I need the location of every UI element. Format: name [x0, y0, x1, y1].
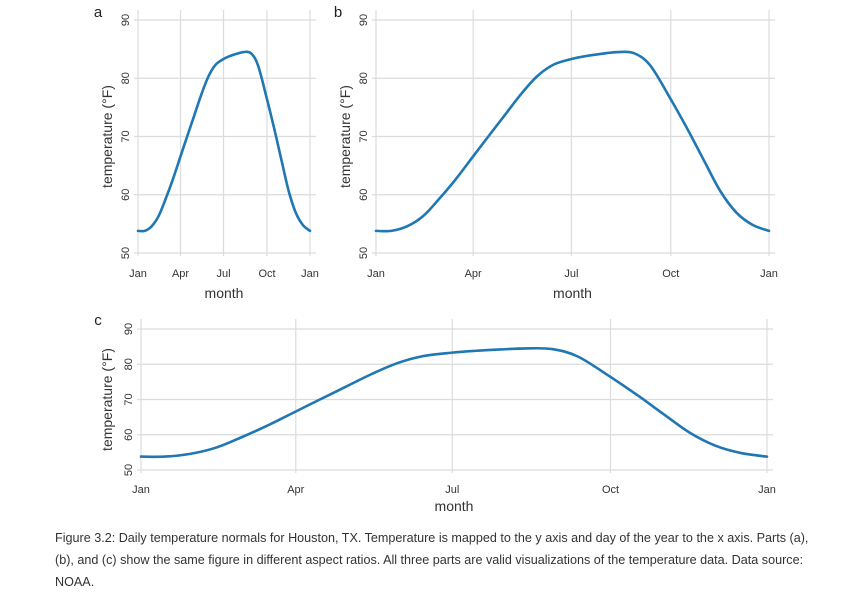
y-tick-label: 80 — [123, 358, 135, 370]
x-tick-label: Jan — [129, 268, 147, 280]
x-tick-label: Jul — [216, 268, 230, 280]
y-tick-label: 90 — [123, 323, 135, 335]
x-tick-label: Apr — [465, 268, 482, 280]
x-tick-label: Apr — [287, 484, 304, 496]
x-tick-label: Jan — [758, 484, 776, 496]
y-tick-label: 90 — [358, 14, 370, 26]
y-axis-title: temperature (°F) — [99, 85, 115, 188]
y-tick-label: 50 — [123, 464, 135, 476]
temperature-line — [139, 346, 769, 459]
y-tick-label: 50 — [120, 247, 132, 259]
temperature-line — [136, 50, 312, 233]
x-axis-title: month — [435, 498, 474, 514]
x-tick-label: Jul — [564, 268, 578, 280]
y-axis-title: temperature (°F) — [337, 85, 353, 188]
y-tick-label: 60 — [358, 189, 370, 201]
x-tick-label: Oct — [258, 268, 275, 280]
x-tick-label: Jul — [445, 484, 459, 496]
y-tick-label: 70 — [358, 130, 370, 142]
y-tick-label: 90 — [120, 14, 132, 26]
y-tick-label: 70 — [120, 130, 132, 142]
x-tick-label: Oct — [602, 484, 619, 496]
panel-b: 50 60 70 80 90 Jan Apr Jul Oct Jan month temperatur… — [334, 4, 778, 301]
panel-a: 50 60 70 80 90 Jan Apr Jul Oct Jan month temperatur… — [94, 4, 319, 301]
x-tick-label: Jan — [301, 268, 319, 280]
panel-tag: c — [94, 312, 102, 329]
panel-c: 50 60 70 80 90 Jan Apr Jul Oct Jan month temperatur… — [94, 312, 776, 514]
y-tick-label: 50 — [358, 247, 370, 259]
x-axis-title: month — [205, 285, 244, 301]
x-tick-label: Oct — [662, 268, 679, 280]
y-axis-title: temperature (°F) — [99, 348, 115, 451]
x-axis-title: month — [553, 285, 592, 301]
y-tick-label: 70 — [123, 393, 135, 405]
x-tick-label: Jan — [760, 268, 778, 280]
y-tick-label: 60 — [123, 429, 135, 441]
y-tick-label: 80 — [120, 72, 132, 84]
panel-tag: b — [334, 4, 342, 21]
x-tick-label: Jan — [132, 484, 150, 496]
figure-3-2: 50 60 70 80 90 Jan Apr Jul Oct Jan month temperatur… — [94, 4, 778, 514]
x-tick-label: Jan — [367, 268, 385, 280]
figure-caption: Figure 3.2: Daily temperature normals fo… — [55, 531, 809, 589]
panel-tag: a — [94, 4, 103, 21]
y-tick-label: 80 — [358, 72, 370, 84]
x-tick-label: Apr — [172, 268, 189, 280]
temperature-line — [374, 50, 771, 233]
y-tick-label: 60 — [120, 189, 132, 201]
